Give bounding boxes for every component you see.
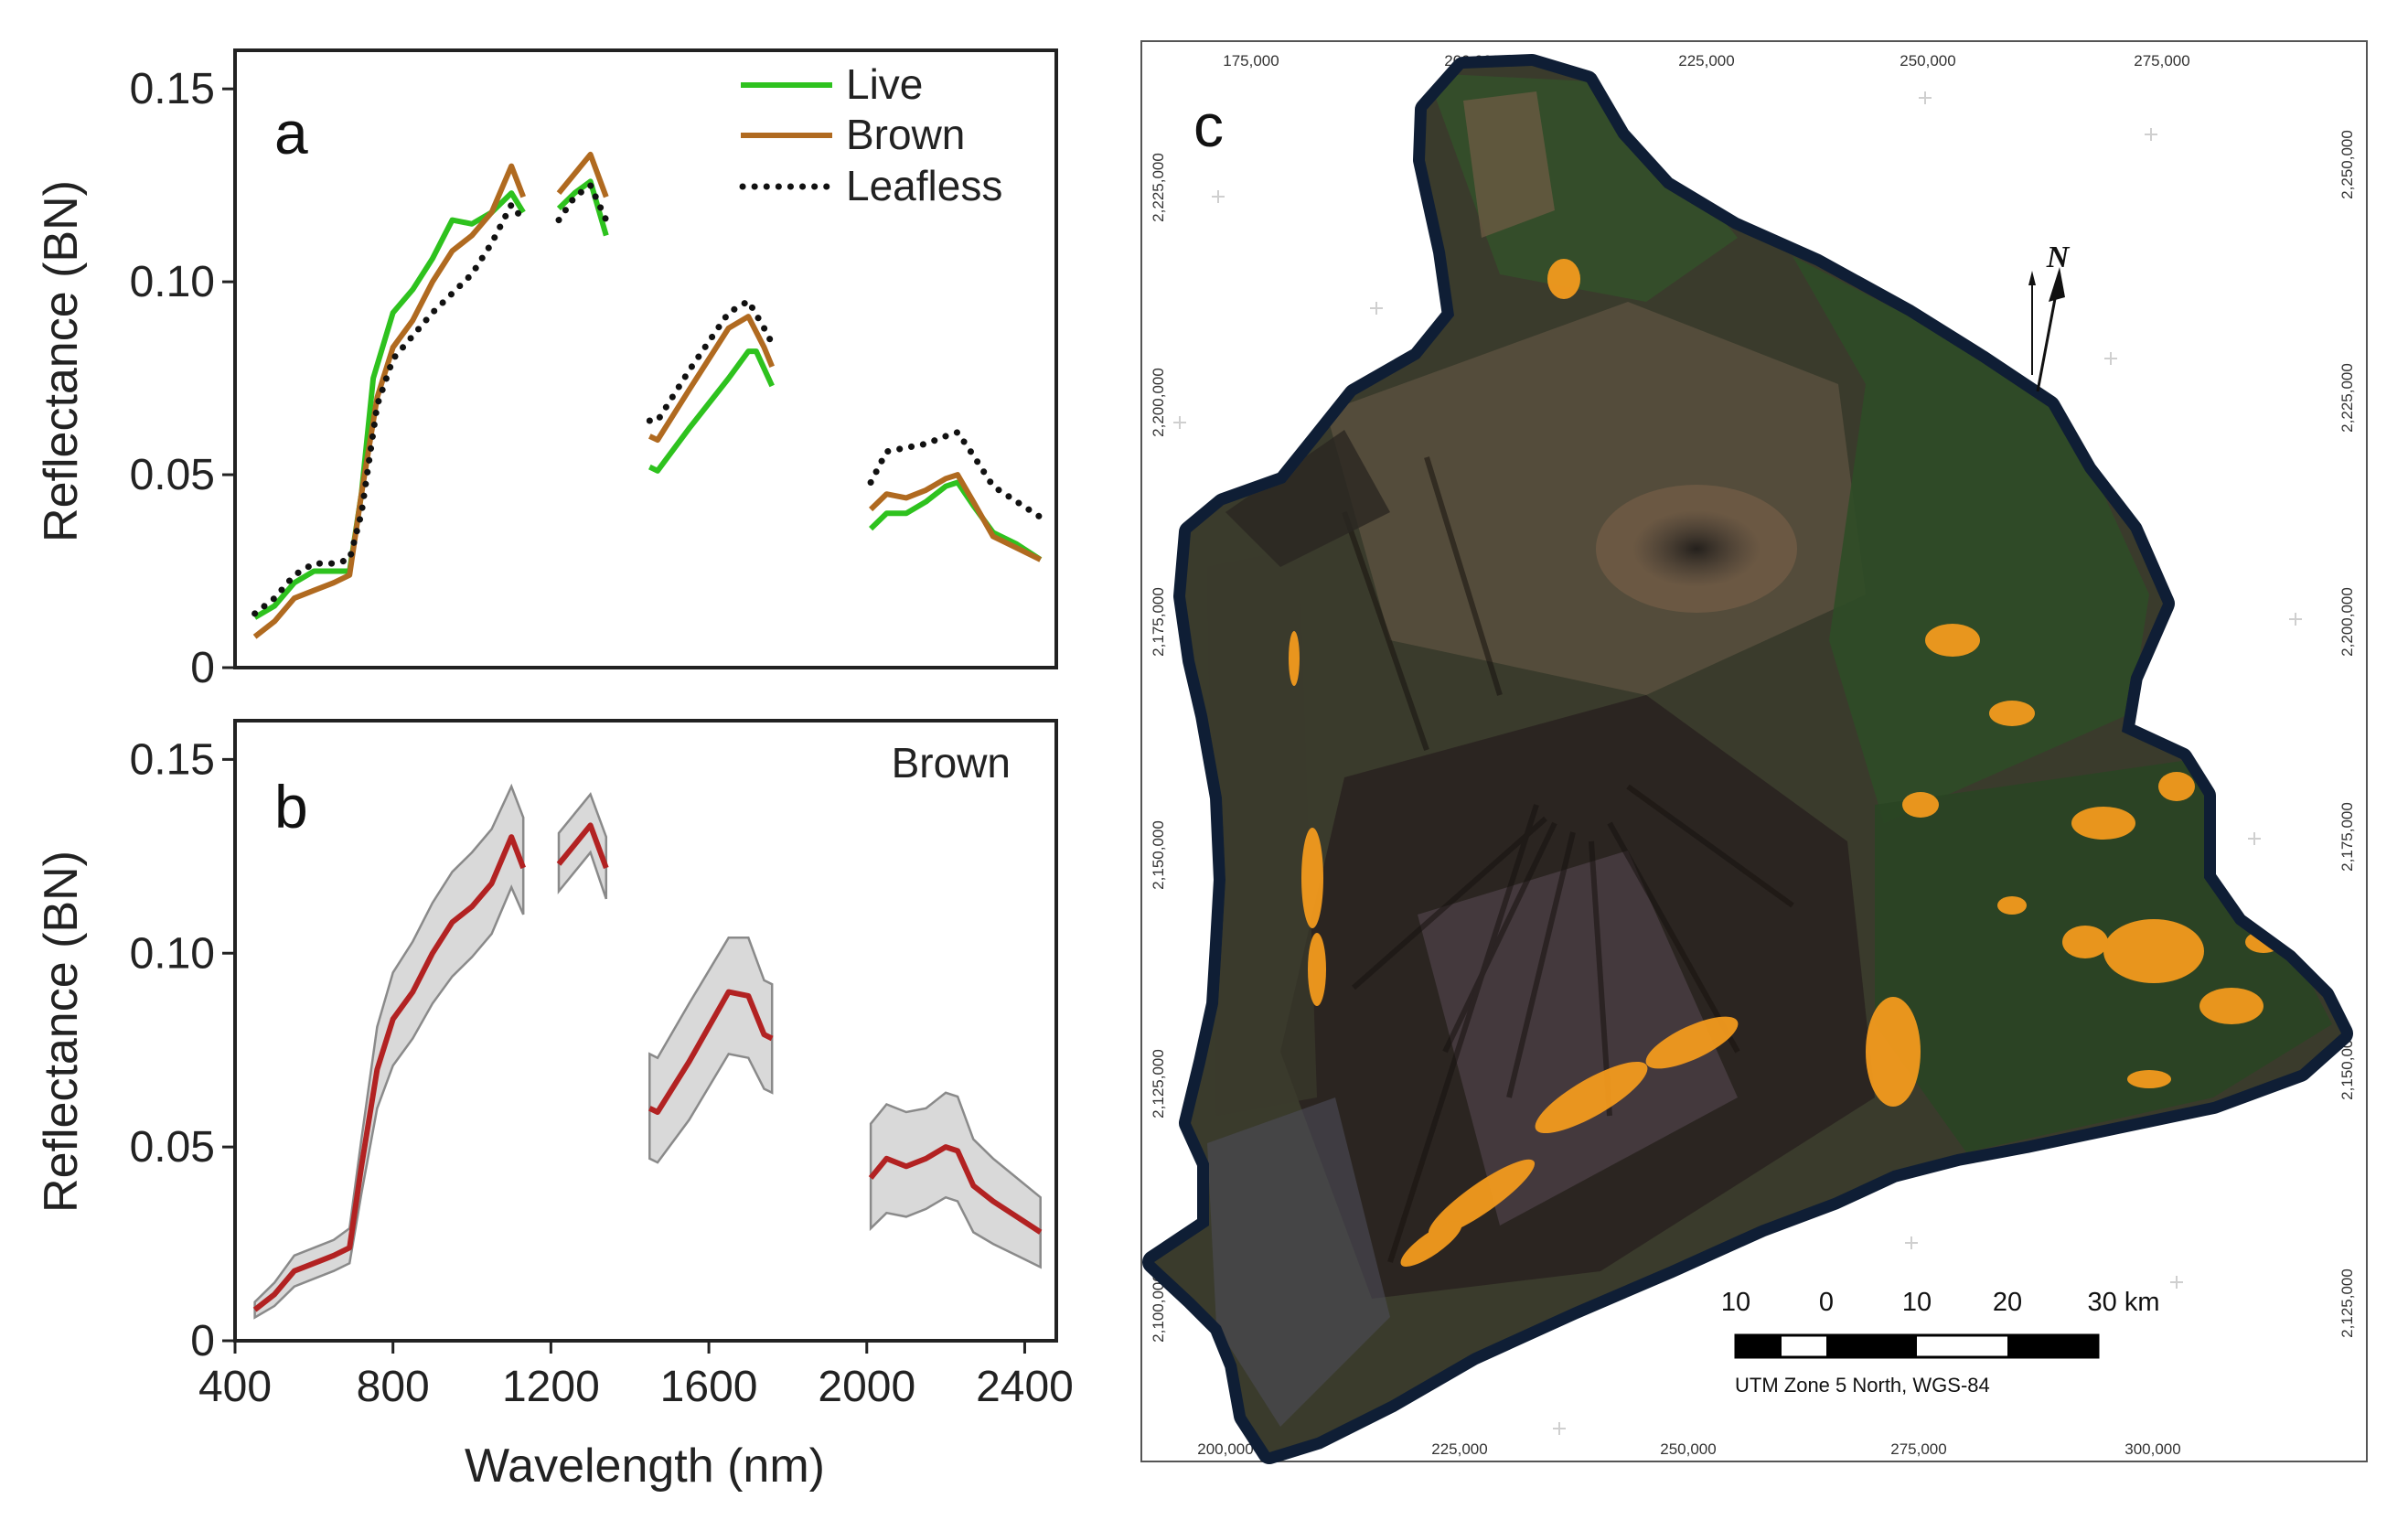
north-arrow: N xyxy=(2028,241,2071,392)
panel-b-title: Brown xyxy=(892,739,1011,787)
panel-a-series-live xyxy=(647,348,775,474)
map-bottom-tick: 225,000 xyxy=(1431,1440,1487,1458)
panel-b-xtick-label: 1600 xyxy=(660,1363,758,1411)
panel-a-series-brown xyxy=(252,163,526,639)
panel-a-series-live xyxy=(869,479,1043,562)
map-top-tick: 225,000 xyxy=(1678,52,1734,70)
legend-live-label: Live xyxy=(846,60,923,108)
legend-leafless-label: Leafless xyxy=(846,162,1002,209)
panel-b-mean-segment xyxy=(556,822,609,870)
panel-b-xtick-label: 1200 xyxy=(502,1363,600,1411)
panel-a-series-leafless xyxy=(646,297,776,424)
panel-b-letter: b xyxy=(274,773,308,840)
panel-b-ytick-label: 0.05 xyxy=(130,1123,215,1172)
scale-label: 10 xyxy=(1721,1288,1750,1317)
panel-a-series-live xyxy=(253,190,526,620)
map-right-tick: 2,150,000 xyxy=(2338,1031,2356,1100)
scale-label: 20 xyxy=(1993,1288,2022,1317)
panel-a-chart: 0 0.05 0.10 0.15 a Reflectance (BN) Live Br… xyxy=(35,48,1058,692)
scale-bar: 10 0 10 20 30 km UTM Zone 5 North, WGS-8… xyxy=(1721,1288,2160,1397)
panel-b-mean-segment xyxy=(647,989,774,1115)
panel-b-ytick-label: 0 xyxy=(190,1317,215,1365)
panel-a-ylabel: Reflectance (BN) xyxy=(35,180,88,542)
legend-brown-label: Brown xyxy=(846,111,965,158)
map-top-tick: 250,000 xyxy=(1900,52,1955,70)
panel-a-ytick-label: 0.15 xyxy=(130,65,215,113)
map-right-tick: 2,125,000 xyxy=(2338,1268,2356,1338)
map-left-ticks: 2,225,000 2,200,000 2,175,000 2,150,000 … xyxy=(1150,153,1167,1343)
panel-b-xtick-label: 400 xyxy=(198,1363,272,1411)
map-bottom-ticks: 200,000 225,000 250,000 275,000 300,000 xyxy=(1197,1440,2180,1458)
panel-a-legend: Live Brown Leafless xyxy=(739,60,1002,209)
panel-c-letter: c xyxy=(1193,91,1224,159)
panel-a-series-brown xyxy=(869,472,1043,562)
scale-label: 10 xyxy=(1902,1288,1932,1317)
panel-a-letter: a xyxy=(274,99,308,166)
panel-a-ytick-label: 0 xyxy=(190,644,215,692)
panel-b-ticks: 0 0.05 0.10 0.15 400 800 1200 1600 2000 2400 xyxy=(130,735,1074,1411)
panel-b-xlabel: Wavelength (nm) xyxy=(465,1440,825,1493)
panel-b-mean-line xyxy=(252,822,1043,1312)
panel-a-ytick-label: 0.10 xyxy=(130,258,215,306)
map-right-tick: 2,225,000 xyxy=(2338,363,2356,433)
scale-projection: UTM Zone 5 North, WGS-84 xyxy=(1735,1374,1990,1397)
panel-b-ytick-label: 0.10 xyxy=(130,929,215,978)
map-left-tick: 2,100,000 xyxy=(1150,1273,1167,1343)
north-label: N xyxy=(2046,241,2071,274)
map-bottom-tick: 300,000 xyxy=(2124,1440,2180,1458)
panel-a-ytick-label: 0.05 xyxy=(130,451,215,499)
panel-b-xtick-label: 800 xyxy=(357,1363,430,1411)
panel-b-sd-band xyxy=(557,792,608,900)
map-left-tick: 2,200,000 xyxy=(1150,368,1167,437)
map-right-tick: 2,200,000 xyxy=(2338,587,2356,657)
panel-a-y-ticks: 0 0.05 0.10 0.15 xyxy=(130,65,235,692)
map-bottom-tick: 250,000 xyxy=(1660,1440,1716,1458)
panel-b-ylabel: Reflectance (BN) xyxy=(35,851,88,1213)
map-right-ticks: 2,250,000 2,225,000 2,200,000 2,175,000 … xyxy=(2338,130,2356,1338)
panel-b-mean-segment xyxy=(252,834,527,1312)
map-left-tick: 2,175,000 xyxy=(1150,587,1167,657)
panel-a-series-brown xyxy=(556,151,609,198)
panel-b-xtick-label: 2000 xyxy=(818,1363,915,1411)
map-left-tick: 2,150,000 xyxy=(1150,820,1167,890)
map-top-tick: 175,000 xyxy=(1223,52,1279,70)
map-top-tick: 275,000 xyxy=(2134,52,2189,70)
panel-b-xtick-label: 2400 xyxy=(976,1363,1074,1411)
panel-a-frame xyxy=(233,48,1058,669)
panel-a-series xyxy=(252,151,1044,639)
map-right-tick: 2,175,000 xyxy=(2338,802,2356,872)
scale-label: 0 xyxy=(1819,1288,1834,1317)
panel-b-frame xyxy=(233,719,1058,1343)
panel-a-series-leafless xyxy=(252,201,527,617)
map-left-tick: 2,125,000 xyxy=(1150,1049,1167,1119)
panel-b-chart: 0 0.05 0.10 0.15 400 800 1200 1600 2000 2400 b Br… xyxy=(35,719,1074,1493)
scale-label: 30 km xyxy=(2088,1288,2160,1317)
panel-b-mean-segment xyxy=(868,1144,1043,1235)
panel-b-ytick-label: 0.15 xyxy=(130,735,215,784)
panel-b-sd-band xyxy=(869,1091,1042,1269)
map-bottom-tick: 200,000 xyxy=(1197,1440,1253,1458)
panel-a-series-brown xyxy=(647,314,775,444)
map-bottom-tick: 275,000 xyxy=(1890,1440,1946,1458)
map-right-tick: 2,250,000 xyxy=(2338,130,2356,199)
panel-a-series-leafless xyxy=(555,182,610,224)
panel-c-map: 175,000 200,000 225,000 250,000 275,000 … xyxy=(1140,40,2368,1463)
map-left-tick: 2,225,000 xyxy=(1150,153,1167,222)
